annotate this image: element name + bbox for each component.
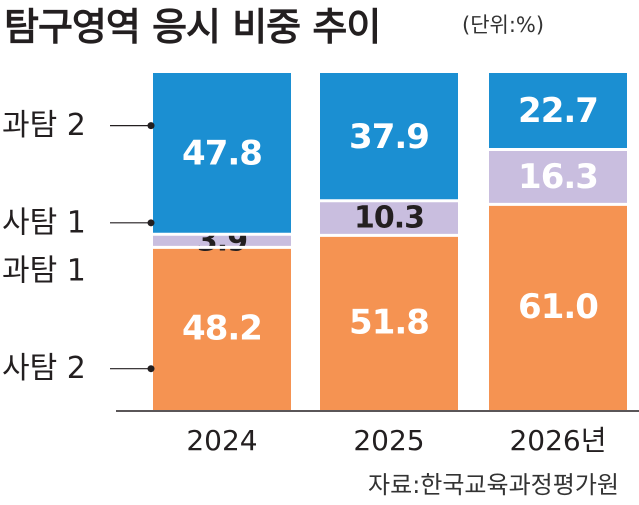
data-label-사탐1-2026년: 16.3 bbox=[518, 157, 598, 197]
bar-segment-사탐2-2025 bbox=[320, 235, 458, 410]
bar-segment-사탐1-2026년 bbox=[489, 149, 627, 205]
bar-segment-사탐1-2025 bbox=[320, 200, 458, 236]
bar-segment-과탐2-2025 bbox=[320, 73, 458, 201]
x-tick-label-2024: 2024 bbox=[186, 424, 257, 457]
bar-segment-과탐2-2024 bbox=[153, 73, 291, 235]
data-label-과탐2-2026년: 22.7 bbox=[518, 91, 598, 131]
bar-segment-과탐2-2026년 bbox=[489, 73, 627, 150]
legend-label-사탐2: 사탐 2 bbox=[2, 351, 86, 386]
legend-dot-사탐2 bbox=[147, 365, 155, 373]
bar-segment-사탐2-2026년 bbox=[489, 204, 627, 410]
legend-dot-과탐2 bbox=[147, 122, 155, 130]
legend-label-사탐1: 사탐 1 bbox=[2, 205, 86, 240]
source-note: 자료:한국교육과정평가원 bbox=[368, 471, 619, 499]
unit-label: (단위:%) bbox=[462, 13, 545, 37]
bar-segment-사탐2-2024 bbox=[153, 247, 291, 410]
data-label-과탐2-2025: 37.9 bbox=[349, 117, 429, 157]
legend-label-과탐1: 과탐 1 bbox=[2, 253, 86, 288]
legend-label-과탐2: 과탐 2 bbox=[2, 108, 86, 143]
chart-title: 탐구영역 응시 비중 추이 bbox=[4, 5, 381, 49]
data-label-사탐2-2025: 51.8 bbox=[349, 303, 429, 343]
data-label-사탐2-2026년: 61.0 bbox=[518, 287, 598, 327]
x-tick-label-2026년: 2026년 bbox=[509, 424, 606, 457]
x-tick-label-2025: 2025 bbox=[353, 424, 424, 457]
legend-dot-사탐1 bbox=[147, 219, 155, 227]
bar-segment-사탐1-2024 bbox=[153, 234, 291, 248]
data-label-과탐2-2024: 47.8 bbox=[182, 134, 262, 174]
data-label-사탐1-2025: 10.3 bbox=[354, 201, 424, 236]
data-label-사탐2-2024: 48.2 bbox=[182, 309, 262, 349]
